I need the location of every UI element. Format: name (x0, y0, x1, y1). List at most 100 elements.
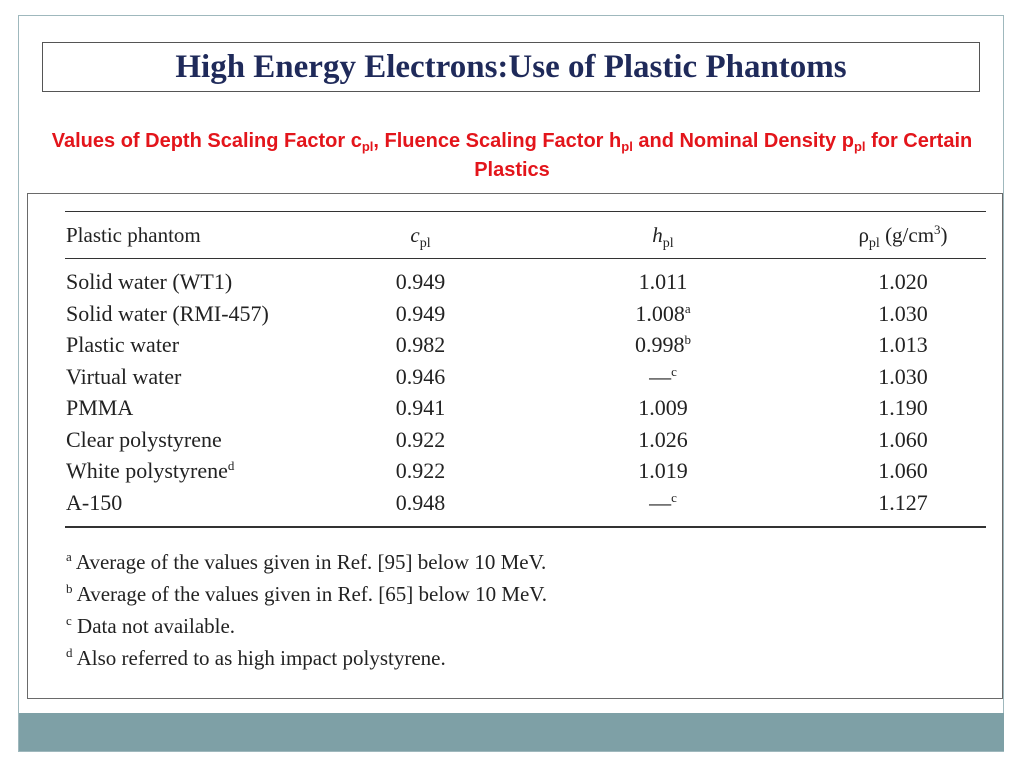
row-rho-text: 1.060 (878, 458, 928, 483)
row-rho-text: 1.190 (878, 395, 928, 420)
row-name: Solid water (WT1) (66, 269, 232, 295)
row-name: Solid water (RMI-457) (66, 301, 269, 327)
row-c-text: 0.949 (395, 300, 446, 326)
row-name: Clear polystyrene (66, 427, 222, 453)
row-name-text: PMMA (66, 395, 134, 420)
header-rho-pl: ρpl (g/cm3) (838, 222, 968, 251)
row-h-text: 1.008 (635, 300, 685, 326)
footnote-a: a Average of the values given in Ref. [9… (66, 550, 546, 575)
subtitle-part-4: for Certain Plastics (474, 130, 973, 181)
header-rho-unit: (g/cm (879, 223, 935, 247)
subtitle-sub-2: pl (621, 139, 633, 154)
footnote-text: Data not available. (71, 614, 236, 638)
row-name-footnote-mark: d (227, 458, 235, 473)
row-h-footnote-mark: b (684, 332, 692, 347)
table-top-rule (65, 211, 986, 212)
row-name: White polystyrened (66, 458, 234, 484)
row-name-text: White polystyrene (66, 458, 228, 483)
row-name-text: Clear polystyrene (66, 426, 222, 452)
row-name: A-150 (66, 490, 122, 516)
row-rho-text: 1.127 (878, 489, 928, 515)
row-name: PMMA (66, 395, 133, 421)
footnote-mark: c (66, 613, 72, 628)
row-rho-value: 1.013 (838, 332, 968, 358)
header-rho-sub: pl (868, 236, 880, 251)
row-rho-text: 1.030 (878, 300, 928, 326)
row-rho-text: 1.030 (878, 363, 928, 389)
footnote-text: Average of the values given in Ref. [65]… (72, 582, 548, 606)
row-h-text: 0.998 (635, 332, 685, 357)
subtitle-part-1: Values of Depth Scaling Factor c (51, 130, 362, 152)
row-rho-value: 1.030 (838, 364, 968, 390)
footnote-mark: d (66, 645, 73, 660)
row-h-footnote-mark: a (684, 300, 691, 316)
header-c-pl: cpl (368, 223, 473, 251)
row-h-text: 1.019 (638, 458, 688, 483)
row-c-value: 0.922 (368, 458, 473, 484)
header-c-base: c (410, 223, 420, 247)
row-c-text: 0.948 (395, 489, 446, 515)
row-h-value: 1.011 (623, 269, 703, 295)
row-c-text: 0.941 (395, 395, 446, 420)
header-c-sub: pl (419, 236, 431, 251)
header-rho-close: ) (940, 223, 948, 247)
row-c-value: 0.948 (368, 490, 473, 516)
row-rho-text: 1.013 (878, 332, 928, 357)
row-name-text: Solid water (WT1) (66, 269, 233, 294)
row-h-footnote-mark: c (671, 489, 677, 505)
footer-bar (19, 713, 1004, 751)
row-h-value: 1.026 (623, 427, 703, 453)
row-c-value: 0.982 (368, 332, 473, 358)
row-h-text: — (649, 489, 672, 515)
row-c-value: 0.922 (368, 427, 473, 453)
row-rho-text: 1.020 (878, 269, 928, 294)
header-rho-unit-sup: 3 (934, 222, 941, 237)
row-rho-text: 1.060 (878, 426, 928, 452)
row-c-value: 0.946 (368, 364, 473, 390)
row-rho-value: 1.127 (838, 490, 968, 516)
row-name-text: A-150 (66, 489, 123, 515)
row-c-text: 0.922 (395, 426, 446, 452)
row-h-value: 0.998b (623, 332, 703, 358)
row-h-text: — (649, 363, 672, 389)
row-rho-value: 1.060 (838, 427, 968, 453)
row-name-text: Plastic water (66, 332, 180, 357)
row-rho-value: 1.190 (838, 395, 968, 421)
row-h-footnote-mark: c (671, 363, 677, 379)
row-rho-value: 1.060 (838, 458, 968, 484)
plastics-table: Plastic phantom cpl hpl ρpl (g/cm3) Soli… (27, 193, 1003, 699)
row-name-text: Virtual water (66, 363, 182, 389)
title-box: High Energy Electrons:Use of Plastic Pha… (42, 42, 980, 92)
header-h-base: h (652, 223, 663, 247)
subtitle-part-3: and Nominal Density p (632, 130, 854, 152)
row-name: Virtual water (66, 364, 181, 390)
row-c-text: 0.946 (395, 363, 446, 389)
row-h-value: —c (623, 490, 703, 516)
row-rho-value: 1.030 (838, 301, 968, 327)
row-name: Plastic water (66, 332, 179, 358)
slide-frame (18, 15, 1004, 752)
row-c-text: 0.922 (395, 458, 446, 483)
row-h-text: 1.026 (638, 426, 688, 452)
row-c-value: 0.941 (368, 395, 473, 421)
subtitle-sub-3: pl (853, 139, 866, 154)
table-header-rule (65, 258, 986, 259)
row-h-value: —c (623, 364, 703, 390)
slide-title: High Energy Electrons:Use of Plastic Pha… (175, 48, 847, 85)
header-h-sub: pl (662, 236, 674, 251)
table-bottom-rule (65, 526, 986, 528)
slide-subtitle: Values of Depth Scaling Factor cpl, Flue… (50, 127, 974, 185)
row-h-value: 1.019 (623, 458, 703, 484)
header-h-pl: hpl (623, 223, 703, 251)
row-c-text: 0.949 (395, 269, 446, 294)
row-h-text: 1.009 (638, 395, 688, 420)
footnote-text: Average of the values given in Ref. [95]… (71, 550, 547, 574)
row-h-text: 1.011 (638, 269, 688, 294)
footnote-mark: a (66, 549, 72, 564)
row-c-value: 0.949 (368, 301, 473, 327)
row-h-value: 1.009 (623, 395, 703, 421)
footnote-b: b Average of the values given in Ref. [6… (66, 582, 547, 607)
subtitle-sub-1: pl (361, 139, 374, 154)
footnote-d: d Also referred to as high impact polyst… (66, 646, 446, 671)
row-name-text: Solid water (RMI-457) (66, 300, 269, 326)
